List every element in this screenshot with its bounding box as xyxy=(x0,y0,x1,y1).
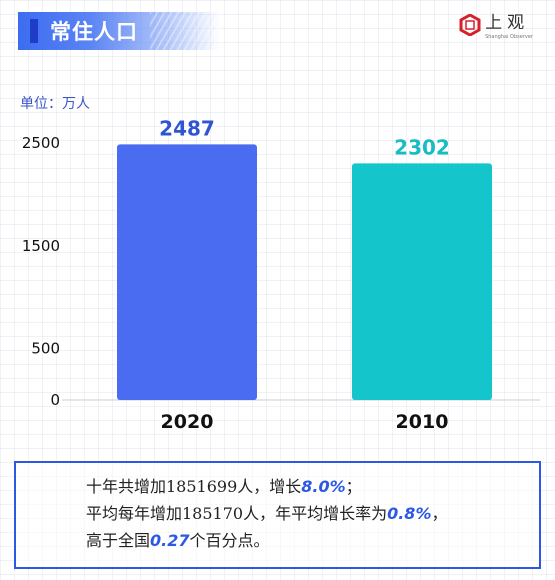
title-stripes xyxy=(150,12,220,50)
summary-line-1-text: 十年共增加1851699人，增长 xyxy=(86,477,302,496)
summary-line-2: 平均每年增加185170人，年平均增长率为0.8%， xyxy=(86,500,539,527)
hexagon-logo-icon xyxy=(459,14,481,36)
chart-title: 常住人口 xyxy=(50,20,138,44)
summary-line-2-highlight: 0.8% xyxy=(387,504,432,523)
y-tick-label: 2500 xyxy=(22,134,60,152)
summary-line-3: 高于全国0.27个百分点。 xyxy=(86,527,539,554)
summary-line-2-text: 平均每年增加185170人，年平均增长率为 xyxy=(86,504,388,523)
data-label-2020: 2487 xyxy=(159,116,215,140)
logo-english-text: Shanghai Observer xyxy=(485,34,533,40)
summary-line-3-end: 个百分点。 xyxy=(189,531,270,550)
data-label-2010: 2302 xyxy=(394,135,450,159)
y-tick-label: 500 xyxy=(31,340,60,358)
summary-line-1: 十年共增加1851699人，增长8.0%； xyxy=(86,473,539,500)
y-tick-label: 0 xyxy=(50,391,60,409)
bar-2020 xyxy=(117,144,257,400)
bar-chart: 0 500 1500 2500 2487 2020 2302 2010 xyxy=(22,116,540,433)
summary-line-3-text: 高于全国 xyxy=(86,531,151,550)
y-tick-label: 1500 xyxy=(22,237,60,255)
title-banner: 常住人口 xyxy=(18,12,220,50)
summary-box: 十年共增加1851699人，增长8.0%； 平均每年增加185170人，年平均增… xyxy=(14,461,541,569)
shanghai-observer-logo: 上观 Shanghai Observer xyxy=(459,14,533,40)
logo-chinese-text: 上观 xyxy=(485,13,530,33)
summary-line-1-highlight: 8.0% xyxy=(301,477,346,496)
unit-label: 单位：万人 xyxy=(20,96,90,112)
summary-line-2-end: ， xyxy=(431,504,448,523)
x-category-label: 2020 xyxy=(161,411,214,433)
x-category-label: 2010 xyxy=(396,411,449,433)
summary-line-3-highlight: 0.27 xyxy=(150,531,190,550)
title-accent-mark xyxy=(30,19,38,43)
summary-line-1-end: ； xyxy=(345,477,362,496)
bar-2010 xyxy=(352,163,492,400)
